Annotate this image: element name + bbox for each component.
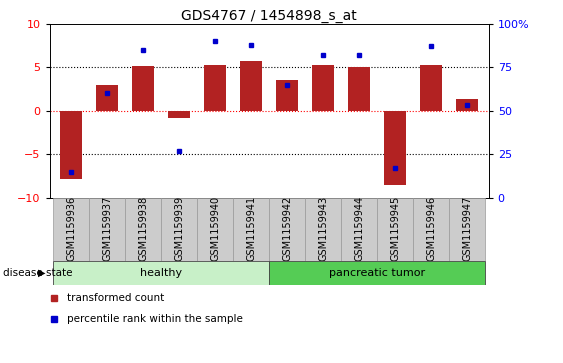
Bar [233,198,269,261]
Bar [305,198,341,261]
Bar [53,261,269,285]
Text: healthy: healthy [140,268,182,278]
Text: GSM1159938: GSM1159938 [138,196,148,261]
Bar [168,111,190,118]
Bar [96,85,118,111]
Text: GSM1159947: GSM1159947 [462,196,472,261]
Bar [449,198,485,261]
Text: GSM1159944: GSM1159944 [354,196,364,261]
Bar [413,198,449,261]
Bar [456,99,478,111]
Bar [60,111,82,179]
Text: GSM1159937: GSM1159937 [102,196,112,261]
Text: transformed count: transformed count [67,293,164,303]
Bar [197,198,233,261]
Bar [240,61,262,111]
Bar [348,67,370,111]
Text: GSM1159942: GSM1159942 [282,196,292,261]
Text: GSM1159936: GSM1159936 [66,196,76,261]
Text: GSM1159939: GSM1159939 [174,196,184,261]
Bar [161,198,197,261]
Bar [125,198,161,261]
Text: GSM1159940: GSM1159940 [210,196,220,261]
Text: GSM1159946: GSM1159946 [426,196,436,261]
Bar [312,65,334,111]
Bar [377,198,413,261]
Text: GSM1159943: GSM1159943 [318,196,328,261]
Text: percentile rank within the sample: percentile rank within the sample [67,314,243,324]
Text: pancreatic tumor: pancreatic tumor [329,268,425,278]
Bar [204,65,226,111]
Bar [53,198,89,261]
Bar [89,198,125,261]
Text: GSM1159941: GSM1159941 [246,196,256,261]
Bar [276,80,298,111]
Bar [341,198,377,261]
Bar [269,261,485,285]
Text: ▶: ▶ [38,268,46,278]
Text: disease state: disease state [3,268,72,278]
Bar [421,65,442,111]
Bar [132,66,154,111]
Text: GSM1159945: GSM1159945 [390,196,400,261]
Bar [269,198,305,261]
Title: GDS4767 / 1454898_s_at: GDS4767 / 1454898_s_at [181,9,357,23]
Bar [385,111,406,185]
